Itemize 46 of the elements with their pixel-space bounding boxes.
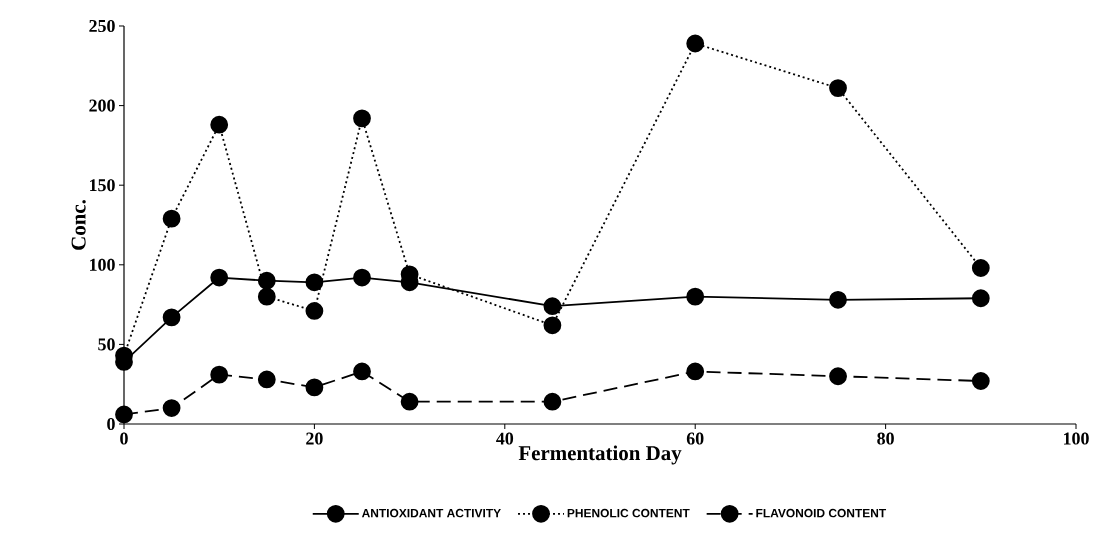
point (543, 392, 562, 411)
x-axis-title: Fermentation Day (518, 445, 682, 465)
point (305, 302, 324, 320)
point (971, 289, 990, 308)
point (257, 287, 276, 306)
point (686, 34, 705, 53)
x-tick-label: 100 (1064, 432, 1089, 445)
point (829, 367, 847, 386)
x-tick-label: 20 (306, 432, 323, 445)
point (353, 268, 371, 287)
point (971, 259, 990, 277)
point (686, 362, 705, 381)
point (829, 290, 847, 309)
point (829, 79, 847, 97)
x-tick-label: 40 (496, 432, 514, 445)
x-tick-label: 0 (120, 432, 128, 445)
point (162, 308, 181, 327)
y-tick-label: 0 (107, 417, 115, 431)
point (257, 370, 276, 389)
point (400, 392, 419, 411)
legend-label: PHENOLIC CONTENT (567, 508, 690, 518)
point (305, 273, 324, 292)
y-tick-label: 150 (90, 179, 115, 192)
point (162, 209, 181, 228)
point (115, 405, 133, 424)
point (543, 297, 562, 316)
x-tick-label: 80 (877, 432, 894, 445)
y-tick-label: 100 (90, 258, 115, 271)
point (971, 372, 990, 390)
legend-label: ANTIOXIDANT ACTIVITY (361, 508, 501, 518)
point (543, 316, 562, 335)
point (305, 378, 324, 397)
y-tick-label: 200 (89, 99, 115, 112)
point (257, 271, 276, 290)
point (210, 268, 229, 287)
y-axis-title: Conc. (71, 200, 86, 250)
point (162, 399, 181, 417)
y-tick-label: 50 (98, 338, 115, 351)
y-tick-label: 250 (89, 19, 115, 33)
point (353, 362, 371, 381)
x-tick-label: 60 (686, 432, 704, 445)
point (210, 115, 229, 134)
point (686, 287, 705, 306)
legend-label: FLAVONOID CONTENT (756, 508, 887, 518)
point (210, 365, 229, 384)
point (353, 109, 371, 128)
